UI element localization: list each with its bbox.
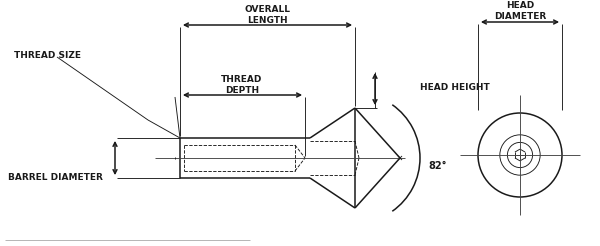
Text: 82°: 82° (428, 161, 446, 171)
Text: THREAD
DEPTH: THREAD DEPTH (221, 75, 263, 95)
Text: HEAD HEIGHT: HEAD HEIGHT (420, 82, 490, 92)
Text: THREAD SIZE: THREAD SIZE (14, 50, 81, 60)
Text: OVERALL
LENGTH: OVERALL LENGTH (245, 5, 290, 25)
Text: BARREL DIAMETER: BARREL DIAMETER (8, 173, 103, 183)
Text: HEAD
DIAMETER: HEAD DIAMETER (494, 1, 546, 21)
